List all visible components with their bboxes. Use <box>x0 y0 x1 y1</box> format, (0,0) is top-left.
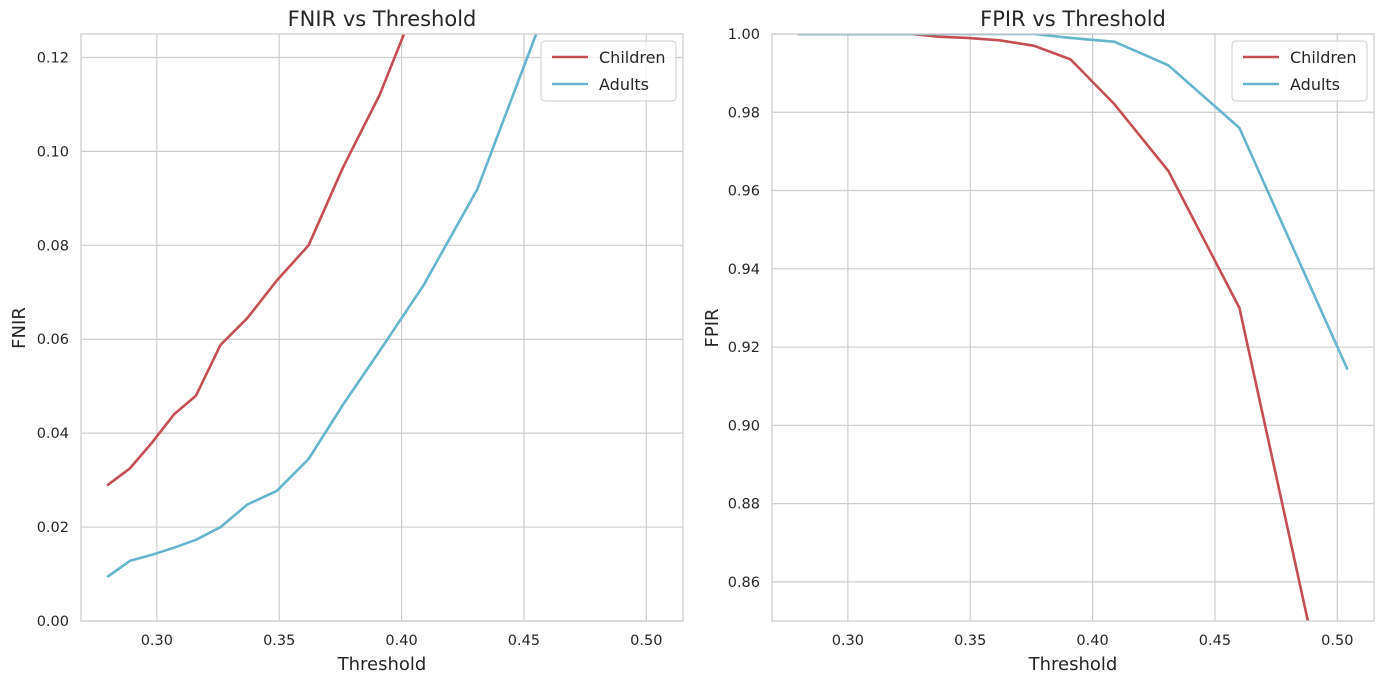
x-tick-label: 0.40 <box>1076 633 1108 649</box>
y-tick-label: 0.02 <box>37 520 69 536</box>
grid-lines <box>772 33 1374 621</box>
plot-frame <box>80 33 684 622</box>
x-tick-label: 0.35 <box>954 633 986 649</box>
series-line-adults <box>106 34 538 578</box>
chart-fnir: FNIR vs Threshold 0.30 0.35 0.40 0.45 0.50 0… <box>9 7 684 675</box>
chart-fpir: FPIR vs Threshold 0.30 0.35 0.40 0.45 0.50 0… <box>702 7 1375 675</box>
series-line-adults <box>797 34 1349 370</box>
y-tick-labels: 0.86 0.88 0.90 0.92 0.94 0.96 0.98 1.00 <box>728 27 760 591</box>
plot-frame <box>771 33 1375 622</box>
y-tick-label: 0.10 <box>37 144 69 160</box>
legend-label-children: Children <box>599 48 666 67</box>
legend-label-children: Children <box>1290 48 1357 67</box>
x-axis-label: Threshold <box>1028 654 1118 675</box>
y-tick-label: 0.98 <box>728 105 760 121</box>
x-tick-label: 0.45 <box>508 633 540 649</box>
y-tick-label: 0.04 <box>37 426 69 442</box>
series-line-children <box>797 34 1310 621</box>
y-tick-label: 0.06 <box>37 332 69 348</box>
x-tick-labels: 0.30 0.35 0.40 0.45 0.50 <box>832 633 1354 649</box>
x-tick-label: 0.50 <box>630 633 662 649</box>
x-tick-label: 0.30 <box>141 633 173 649</box>
y-tick-label: 0.12 <box>37 50 69 66</box>
series-line-children <box>106 34 406 487</box>
grid-lines <box>81 34 683 622</box>
y-tick-labels: 0.00 0.02 0.04 0.06 0.08 0.10 0.12 <box>37 50 69 630</box>
legend: Children Adults <box>1231 40 1368 102</box>
y-axis-label: FPIR <box>702 308 723 347</box>
y-tick-label: 0.94 <box>728 262 760 278</box>
series-lines <box>797 34 1349 621</box>
x-tick-label: 0.40 <box>385 633 417 649</box>
x-tick-label: 0.45 <box>1199 633 1231 649</box>
x-tick-label: 0.50 <box>1321 633 1353 649</box>
x-tick-labels: 0.30 0.35 0.40 0.45 0.50 <box>141 633 663 649</box>
x-axis-label: Threshold <box>337 654 427 675</box>
y-tick-label: 0.08 <box>37 238 69 254</box>
y-tick-label: 0.96 <box>728 184 760 200</box>
chart-title: FNIR vs Threshold <box>288 7 477 31</box>
legend: Children Adults <box>540 40 677 102</box>
y-tick-label: 0.88 <box>728 497 760 513</box>
y-tick-label: 0.86 <box>728 575 760 591</box>
series-lines <box>106 34 538 578</box>
y-tick-label: 0.00 <box>37 614 69 630</box>
legend-label-adults: Adults <box>599 75 649 94</box>
x-tick-label: 0.35 <box>263 633 295 649</box>
y-tick-label: 0.90 <box>728 418 760 434</box>
y-tick-label: 1.00 <box>728 27 760 43</box>
y-axis-label: FNIR <box>9 307 30 349</box>
y-tick-label: 0.92 <box>728 340 760 356</box>
chart-title: FPIR vs Threshold <box>980 7 1166 31</box>
x-tick-label: 0.30 <box>832 633 864 649</box>
legend-label-adults: Adults <box>1290 75 1340 94</box>
